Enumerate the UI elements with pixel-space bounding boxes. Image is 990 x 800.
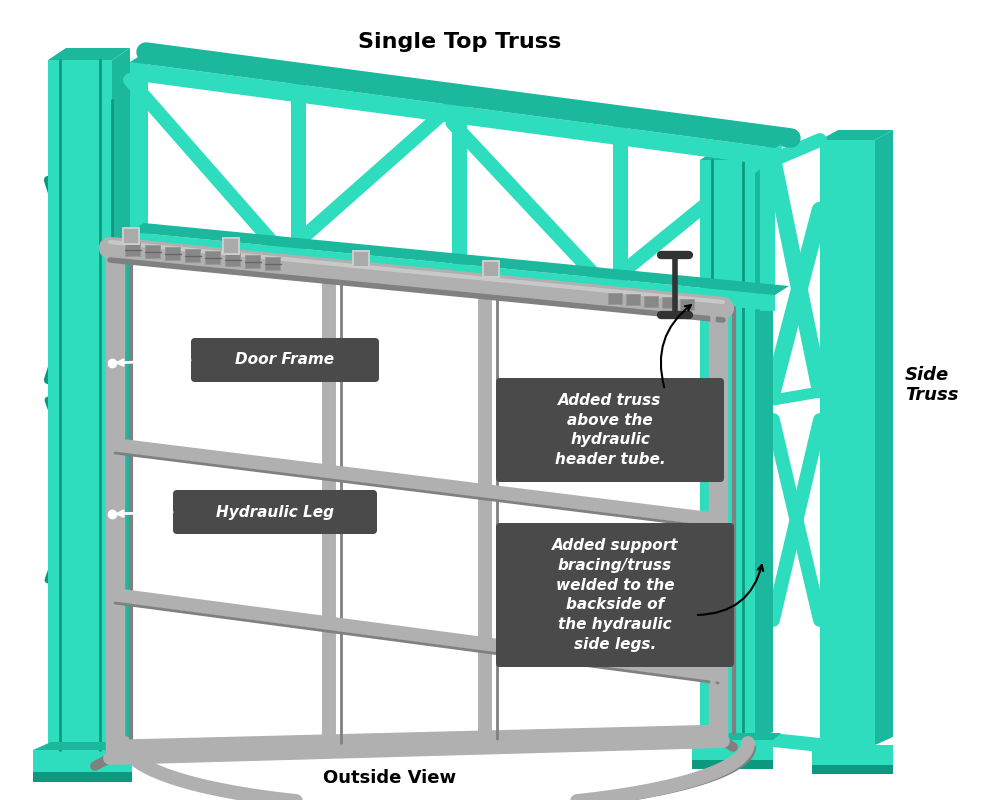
Bar	[245, 255, 261, 269]
Bar	[645, 297, 658, 307]
Bar	[126, 244, 140, 256]
Polygon shape	[755, 148, 773, 740]
Bar	[812, 745, 893, 765]
Polygon shape	[820, 130, 893, 140]
Polygon shape	[452, 105, 467, 279]
Text: Outside View: Outside View	[324, 769, 456, 787]
Bar	[125, 243, 141, 257]
Text: Added support
bracing/truss
welded to the
backside of
the hydraulic
side legs.: Added support bracing/truss welded to th…	[551, 538, 678, 652]
Bar	[354, 252, 368, 266]
Bar	[663, 298, 676, 308]
Bar	[482, 260, 500, 278]
FancyBboxPatch shape	[496, 378, 724, 482]
Bar	[352, 250, 370, 268]
Polygon shape	[33, 742, 147, 750]
Bar	[166, 248, 180, 260]
Polygon shape	[760, 148, 775, 311]
Bar	[225, 253, 241, 267]
Bar	[146, 246, 160, 258]
Bar	[692, 760, 773, 769]
Polygon shape	[130, 232, 775, 311]
Polygon shape	[700, 148, 773, 160]
Bar	[266, 258, 280, 270]
Polygon shape	[130, 223, 789, 295]
Bar	[627, 295, 640, 305]
Bar	[609, 294, 622, 304]
Bar	[185, 249, 201, 263]
FancyBboxPatch shape	[496, 523, 734, 667]
Polygon shape	[48, 60, 112, 750]
Bar	[692, 740, 773, 760]
Bar	[662, 297, 677, 309]
Bar	[186, 250, 200, 262]
Polygon shape	[692, 733, 781, 740]
Bar	[626, 294, 641, 306]
Polygon shape	[130, 62, 148, 248]
Bar	[644, 296, 659, 308]
Bar	[206, 252, 220, 264]
Polygon shape	[820, 140, 875, 745]
Polygon shape	[48, 48, 130, 60]
Bar	[205, 251, 221, 265]
Bar	[681, 300, 694, 310]
Bar	[484, 262, 498, 276]
Bar	[265, 257, 281, 271]
Text: Added truss
above the
hydraulic
header tube.: Added truss above the hydraulic header t…	[554, 393, 665, 467]
Bar	[222, 237, 240, 255]
Bar	[122, 227, 140, 245]
Polygon shape	[130, 62, 775, 166]
Bar	[165, 247, 181, 261]
Bar	[812, 765, 893, 774]
FancyBboxPatch shape	[173, 490, 377, 534]
Polygon shape	[291, 83, 306, 263]
Bar	[226, 254, 240, 266]
Bar	[224, 239, 238, 253]
Bar	[145, 245, 161, 259]
FancyBboxPatch shape	[191, 338, 379, 382]
Bar	[124, 229, 138, 243]
Polygon shape	[700, 160, 755, 740]
Bar	[608, 293, 623, 305]
Text: Hydraulic Leg: Hydraulic Leg	[216, 505, 334, 519]
Polygon shape	[613, 126, 628, 295]
Bar	[246, 256, 260, 268]
Polygon shape	[130, 52, 791, 148]
Bar	[33, 750, 132, 772]
Polygon shape	[875, 130, 893, 745]
Bar	[33, 772, 132, 782]
Text: Door Frame: Door Frame	[236, 353, 335, 367]
Text: Side
Truss: Side Truss	[905, 366, 958, 404]
Text: Single Top Truss: Single Top Truss	[358, 32, 561, 52]
Polygon shape	[112, 48, 130, 750]
Bar	[680, 299, 695, 311]
